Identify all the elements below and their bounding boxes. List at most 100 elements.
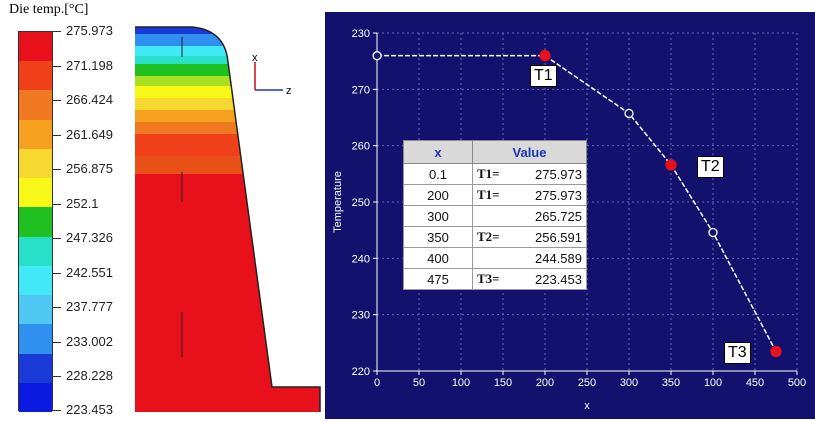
legend-title: Die temp.[°C] [9,2,89,17]
legend-tick [53,169,61,171]
legend-swatch [19,178,52,208]
table-cell-number: 265.725 [535,208,582,224]
point-label-t2: T2 [697,156,724,178]
data-point [708,227,718,238]
legend-swatch [19,353,52,384]
axis-triad: x z [252,52,292,97]
x-axis-label: x [584,400,590,412]
legend-label: 233.002 [66,333,113,349]
table-cell-x: 350 [403,226,473,248]
legend-swatch [19,324,52,355]
x-tick-label: 100 [452,377,470,389]
table-cell-value: 265.725 [472,205,587,227]
x-tick-label: 100 [704,377,722,389]
y-tick-label: 230 [352,310,370,322]
legend-swatch [19,61,52,91]
table-cell-x: 0.1 [403,163,473,185]
table-cell-number: 275.973 [535,187,582,203]
legend-label: 237.777 [66,299,113,315]
series-line [377,54,777,352]
x-tick-label: 50 [413,377,425,389]
value-table: x Value 0.1 T1= 275.973 200 T1= 275.973 300 265… [403,140,587,290]
table-cell-value: T3= 223.453 [472,268,587,290]
legend-tick [53,31,61,32]
table-cell-value: T1= 275.973 [472,184,587,206]
legend-swatch [19,32,52,62]
table-row: 300 265.725 [403,205,587,227]
x-tick-label: 500 [788,377,806,389]
table-header-x: x [403,140,473,164]
legend-label: 252.1 [66,195,99,211]
y-tick-label: 260 [352,141,370,153]
legend-label: 247.326 [66,230,113,246]
axis-x-label: x [252,52,258,64]
table-row: 0.1 T1= 275.973 [403,163,587,185]
table-cell-x: 300 [403,205,473,227]
data-point [624,108,634,119]
die-band [135,110,320,122]
table-cell-tag: T1= [477,187,500,202]
x-tick-label: 250 [578,377,596,389]
axis-z-label: z [286,85,292,97]
legend-tick [53,307,61,309]
legend-swatch [19,265,52,296]
table-header-value: Value [472,140,587,164]
legend-swatch [19,295,52,325]
legend-swatch [19,148,52,179]
table-cell-x: 200 [403,184,473,206]
legend-tick [53,272,61,274]
table-cell-number: 244.589 [535,250,582,266]
die-contour-plot [135,26,321,412]
legend-label: 228.228 [66,368,113,384]
table-row: 350 T2= 256.591 [403,226,587,248]
legend-swatch [19,382,52,413]
legend-tick [53,134,61,136]
die-band [135,34,320,46]
table-cell-x: 400 [403,247,473,269]
highlight-point [539,50,551,62]
table-cell-tag: T2= [477,229,500,244]
legend-label: 261.649 [66,126,113,142]
legend-label: 256.875 [66,161,113,177]
x-tick-label: 200 [536,377,554,389]
point-label-t1: T1 [530,65,557,87]
die-band [135,156,320,174]
y-axis-label: Temperature [332,171,344,233]
table-cell-tag: T3= [477,271,500,286]
legend-tick [53,376,61,378]
legend-label: 223.453 [66,402,113,417]
table-cell-number: 275.973 [535,166,582,182]
legend-tick [53,65,61,67]
data-point [372,51,382,61]
x-tick-label: 0 [374,377,380,389]
die-outline [135,26,321,412]
table-cell-value: 244.589 [472,247,587,269]
table-cell-x: 475 [403,268,473,290]
legend-label: 242.551 [66,264,113,280]
table-row: 475 T3= 223.453 [403,268,587,290]
y-tick-label: 250 [352,197,370,209]
legend-tick [53,203,61,205]
legend-label: 271.198 [66,57,113,73]
table-row: 400 244.589 [403,247,587,269]
point-label-t3: T3 [724,342,751,364]
legend-swatch [19,207,52,238]
legend-swatch [19,119,52,150]
table-cell-value: T2= 256.591 [472,226,587,248]
die-band [135,174,320,412]
table-cell-number: 223.453 [535,271,582,287]
die-band [135,122,320,134]
highlight-point [770,345,782,358]
die-band [135,76,320,86]
legend-swatch [19,236,52,267]
legend-label: 266.424 [66,92,113,108]
legend-tick [53,410,61,411]
table-cell-value: T1= 275.973 [472,163,587,185]
legend-tick [53,238,61,240]
x-tick-label: 450 [746,377,764,389]
highlight-point [665,159,677,171]
die-band [135,134,320,156]
table-cell-tag: T1= [477,166,500,181]
die-band [135,27,320,34]
legend-tick [53,341,61,343]
